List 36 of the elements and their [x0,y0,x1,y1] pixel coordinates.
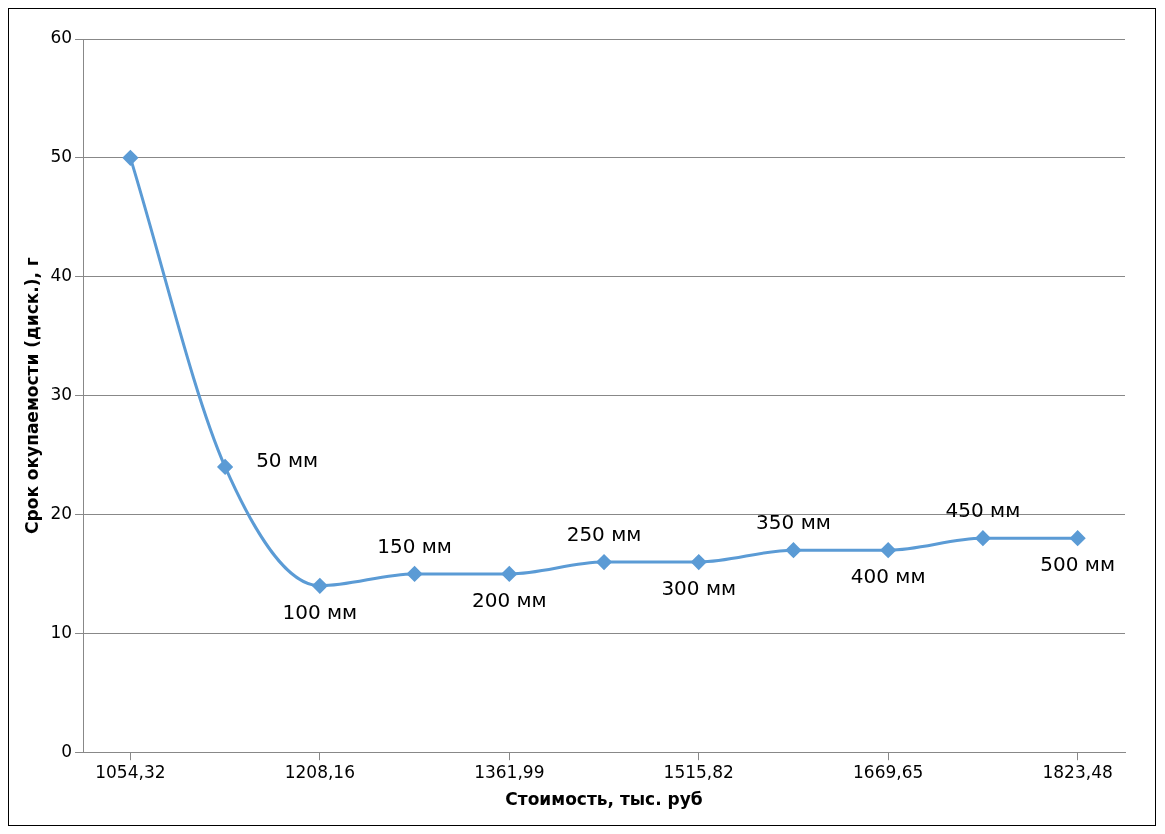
point [217,459,233,475]
y-tick-label: 0 [61,740,73,761]
point [1070,530,1086,546]
y-tick-label: 20 [50,502,73,523]
x-tick-label: 1208,16 [284,761,356,782]
annotation: 200 мм [471,588,547,613]
annotation: 250 мм [566,522,642,547]
annotation: 350 мм [756,510,831,535]
point [785,542,801,558]
point [596,554,612,570]
annotation: 400 мм [850,564,926,589]
annotation: 500 мм [1040,552,1115,577]
x-tick-label: 1361,99 [474,761,545,782]
x-tick-label: 1823,48 [1042,761,1113,782]
y-axis-title: Срок окупаемости (диск.), г [21,257,42,534]
x-axis-title: Стоимость, тыс. руб [505,789,703,810]
y-tick-label: 30 [50,384,73,405]
annotation: 300 мм [661,576,737,601]
y-tick-label: 60 [50,27,73,48]
point [122,150,138,166]
point [501,566,517,582]
point [312,578,328,594]
point [691,554,707,570]
x-tick-label: 1054,32 [95,761,166,782]
annotation: 150 мм [377,534,452,559]
y-tick-label: 40 [50,265,73,286]
x-tick-label: 1515,82 [663,761,734,782]
point [407,566,423,582]
y-tick-label: 10 [50,621,73,642]
point [880,542,896,558]
annotation: 100 мм [282,599,358,624]
annotation: 450 мм [945,498,1021,523]
point [975,530,991,546]
annotation: 50 мм [256,448,319,473]
y-tick-label: 50 [50,146,73,167]
x-tick-label: 1669,65 [853,761,924,782]
